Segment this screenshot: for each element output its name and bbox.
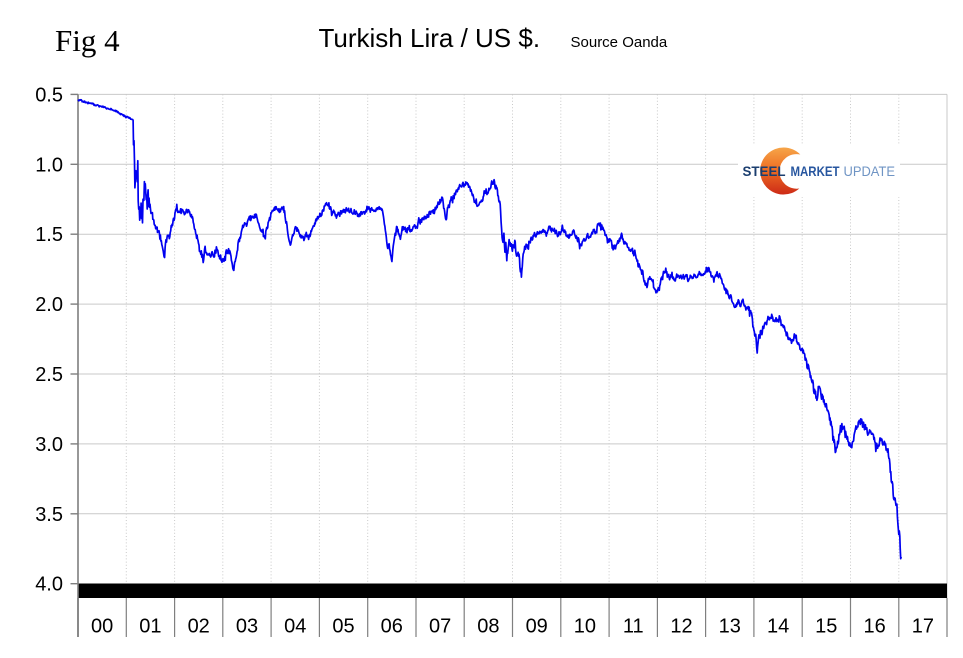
svg-text:1.5: 1.5 bbox=[35, 224, 63, 246]
svg-text:08: 08 bbox=[477, 616, 499, 638]
svg-text:12: 12 bbox=[670, 616, 692, 638]
svg-text:16: 16 bbox=[863, 616, 885, 638]
svg-text:MARKET: MARKET bbox=[791, 164, 841, 179]
svg-text:STEEL: STEEL bbox=[743, 164, 786, 179]
svg-text:UPDATE: UPDATE bbox=[844, 164, 896, 179]
svg-text:10: 10 bbox=[574, 616, 596, 638]
svg-text:4.0: 4.0 bbox=[35, 574, 63, 596]
svg-text:0.5: 0.5 bbox=[35, 84, 63, 106]
svg-text:1.0: 1.0 bbox=[35, 154, 63, 176]
svg-text:2.5: 2.5 bbox=[35, 364, 63, 386]
svg-text:02: 02 bbox=[188, 616, 210, 638]
svg-text:11: 11 bbox=[623, 616, 644, 638]
svg-text:3.0: 3.0 bbox=[35, 434, 63, 456]
svg-text:14: 14 bbox=[767, 616, 789, 638]
svg-text:15: 15 bbox=[815, 616, 837, 638]
svg-text:09: 09 bbox=[526, 616, 548, 638]
svg-text:07: 07 bbox=[429, 616, 451, 638]
svg-text:05: 05 bbox=[332, 616, 354, 638]
svg-text:2.0: 2.0 bbox=[35, 294, 63, 316]
svg-text:03: 03 bbox=[236, 616, 258, 638]
svg-text:06: 06 bbox=[381, 616, 403, 638]
svg-text:01: 01 bbox=[139, 616, 161, 638]
svg-text:3.5: 3.5 bbox=[35, 504, 63, 526]
svg-text:04: 04 bbox=[284, 616, 306, 638]
svg-text:00: 00 bbox=[91, 616, 113, 638]
svg-text:17: 17 bbox=[912, 616, 934, 638]
svg-text:13: 13 bbox=[719, 616, 741, 638]
